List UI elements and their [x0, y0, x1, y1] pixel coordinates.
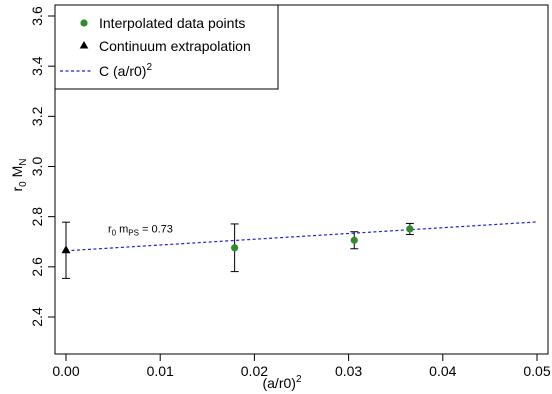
- annotation: r0 mPS = 0.73: [108, 223, 173, 237]
- legend-label-continuum: Continuum extrapolation: [99, 38, 251, 54]
- data-point: [231, 244, 239, 252]
- marker-layer: [61, 225, 414, 254]
- plot-frame: [54, 4, 549, 355]
- y-tick-label: 3.0: [29, 157, 45, 177]
- y-axis: 2.4 2.6 2.8 3.0 3.2 3.4 3.6: [29, 6, 55, 327]
- y-tick-label: 3.2: [29, 106, 45, 126]
- legend-label-interpolated: Interpolated data points: [99, 15, 245, 31]
- data-point: [350, 236, 358, 244]
- fit-line: [65, 221, 538, 252]
- y-tick-label: 2.8: [29, 207, 45, 227]
- legend-box: [54, 4, 279, 90]
- x-axis: 0.00 0.01 0.02 0.03 0.04 0.05: [52, 354, 551, 379]
- x-tick-label: 0.03: [335, 363, 362, 379]
- legend-marker-interpolated: [80, 19, 88, 27]
- y-tick-label: 2.4: [29, 307, 45, 327]
- y-tick-label: 3.4: [29, 56, 45, 76]
- legend-marker-continuum: [79, 41, 89, 49]
- x-tick-label: 0.02: [241, 363, 268, 379]
- x-tick-label: 0.05: [523, 363, 550, 379]
- legend: Interpolated data points Continuum extra…: [54, 4, 279, 90]
- y-tick-label: 2.6: [29, 257, 45, 277]
- x-axis-label: (a/r0)2: [262, 374, 301, 391]
- x-tick-label: 0.01: [147, 363, 174, 379]
- y-axis-label: r0 MN: [9, 158, 29, 191]
- legend-label-fit: C (a/r0)2: [99, 62, 152, 79]
- x-tick-label: 0.04: [429, 363, 456, 379]
- data-point: [406, 225, 414, 233]
- fit-line-layer: [65, 221, 538, 252]
- y-tick-label: 3.6: [29, 6, 45, 26]
- x-tick-label: 0.00: [52, 363, 79, 379]
- extrapolation-point: [61, 245, 71, 254]
